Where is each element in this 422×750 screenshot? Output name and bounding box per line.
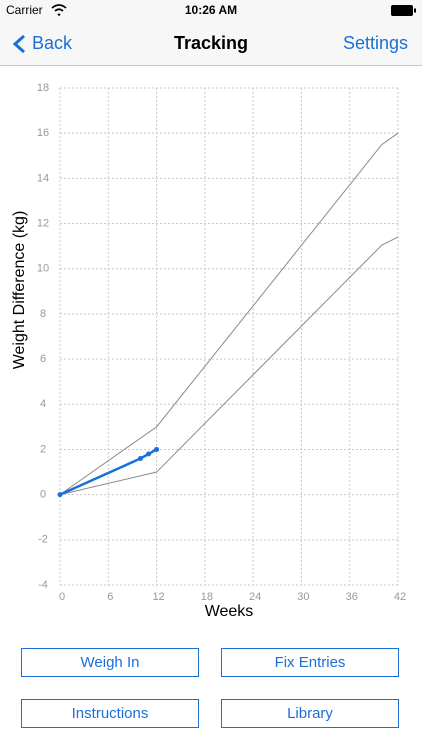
- y-tick-label: 14: [37, 172, 49, 184]
- data-point: [137, 455, 143, 461]
- y-tick-label: -4: [38, 579, 48, 591]
- nav-title: Tracking: [174, 33, 248, 53]
- clock: 10:26 AM: [185, 3, 237, 17]
- x-tick-label: 30: [297, 591, 309, 603]
- y-tick-label: -2: [38, 534, 48, 546]
- y-tick-label: 0: [40, 489, 46, 501]
- y-tick-label: 10: [37, 263, 49, 275]
- screen-svg: Carrier 10:26 AM Back Tracking Settings …: [0, 0, 422, 621]
- y-tick-label: 4: [40, 398, 46, 410]
- series-line: [59, 448, 158, 496]
- x-tick-label: 36: [346, 591, 358, 603]
- back-chevron[interactable]: [12, 34, 25, 54]
- series-line: [59, 132, 399, 496]
- wifi-icon: [51, 4, 67, 17]
- x-tick-label: 18: [201, 591, 213, 603]
- x-axis-label: Weeks: [205, 603, 254, 620]
- y-tick-label: 2: [40, 443, 46, 455]
- y-axis-label: Weight Difference (kg): [11, 211, 28, 370]
- y-tick-label: 18: [37, 82, 49, 94]
- library-button[interactable]: Library: [221, 699, 399, 728]
- data-point: [146, 451, 152, 457]
- data-point: [154, 446, 160, 452]
- battery-icon: [391, 5, 413, 16]
- data-point: [57, 492, 63, 498]
- y-tick-label: 12: [37, 217, 49, 229]
- x-tick-label: 42: [394, 591, 406, 603]
- x-tick-label: 6: [107, 591, 113, 603]
- y-tick-label: 6: [40, 353, 46, 365]
- x-tick-label: 12: [152, 591, 164, 603]
- carrier: Carrier: [6, 3, 43, 17]
- back-button[interactable]: Back: [32, 33, 73, 53]
- y-tick-label: 16: [37, 127, 49, 139]
- fix-entries-button[interactable]: Fix Entries: [221, 648, 399, 677]
- x-tick-label: 24: [249, 591, 261, 603]
- weigh-in-button[interactable]: Weigh In: [21, 648, 199, 677]
- battery-tip: [414, 8, 416, 13]
- settings-button[interactable]: Settings: [343, 33, 408, 53]
- top-bar-bg: [0, 0, 422, 65]
- x-tick-label: 0: [59, 591, 65, 603]
- y-tick-label: 8: [40, 308, 46, 320]
- instructions-button[interactable]: Instructions: [21, 699, 199, 728]
- series-line: [59, 236, 399, 496]
